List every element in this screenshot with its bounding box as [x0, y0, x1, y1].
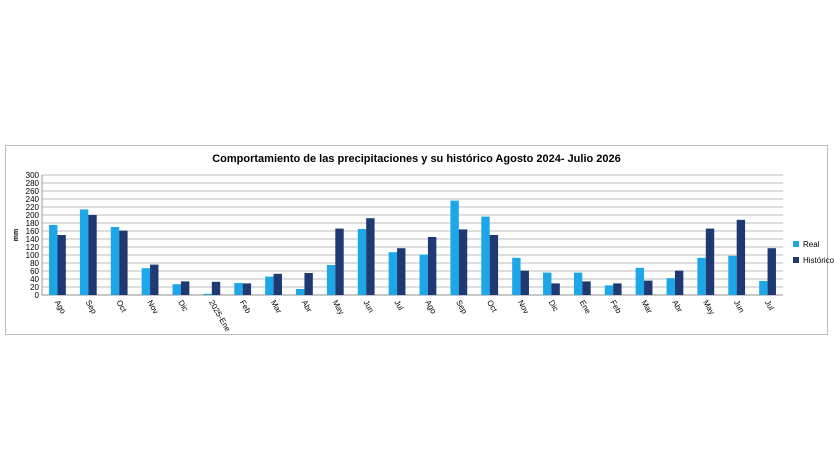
y-tick-label: 40	[30, 275, 39, 284]
bar-historico	[304, 273, 313, 295]
y-tick-label: 120	[26, 243, 40, 252]
chart-frame: Comportamiento de las precipitaciones y …	[5, 145, 834, 335]
y-tick-label: 140	[26, 235, 40, 244]
y-tick-label: 260	[26, 187, 40, 196]
bar-historico	[335, 228, 344, 295]
legend-item-historico: Histórico	[793, 252, 834, 268]
bar-historico	[242, 283, 252, 295]
legend-item-real: Real	[793, 236, 834, 252]
chart-plot: 0204060801001201401601802002202402602803…	[13, 171, 783, 334]
y-tick-label: 220	[26, 203, 40, 212]
bar-historico	[705, 228, 715, 295]
bar-historico	[520, 270, 529, 295]
y-tick-label: 20	[30, 283, 39, 292]
x-tick-label: Nov	[516, 299, 531, 316]
x-tick-label: Ene	[578, 299, 593, 316]
y-tick-label: 80	[30, 259, 39, 268]
bar-real	[388, 252, 398, 295]
x-tick-label: Abr	[670, 299, 684, 315]
bar-historico	[613, 283, 622, 295]
y-tick-label: 180	[26, 219, 40, 228]
y-tick-label: 280	[26, 179, 40, 188]
bar-real	[234, 283, 243, 295]
bar-real	[697, 257, 706, 295]
x-tick-label: Jun	[361, 299, 375, 315]
bar-historico	[397, 248, 406, 295]
bar-real	[481, 216, 490, 295]
y-tick-label: 0	[35, 291, 40, 300]
x-tick-label: Mar	[639, 299, 654, 316]
legend-label-real: Real	[803, 239, 820, 249]
bar-real	[110, 227, 120, 295]
legend-swatch-real	[793, 241, 799, 247]
chart-title: Comportamiento de las precipitaciones y …	[212, 153, 621, 165]
bar-historico	[88, 215, 97, 295]
y-tick-label: 200	[26, 211, 40, 220]
bar-real	[172, 284, 181, 295]
x-tick-label: Mar	[269, 299, 284, 316]
y-tick-label: 100	[26, 251, 40, 260]
bar-real	[203, 293, 212, 295]
x-tick-label: Abr	[300, 299, 314, 315]
x-tick-label: Feb	[238, 299, 253, 316]
bar-real	[728, 255, 737, 295]
bar-historico	[150, 264, 159, 295]
x-tick-label: Oct	[114, 299, 128, 315]
bar-historico	[427, 237, 437, 295]
x-tick-label: Jul	[392, 299, 405, 313]
x-tick-label: Ago	[53, 299, 68, 316]
bar-real	[357, 229, 367, 295]
bar-real	[49, 225, 58, 295]
bar-historico	[644, 280, 653, 295]
x-tick-label: 2025-Ene	[207, 299, 232, 334]
x-tick-label: May	[701, 299, 716, 317]
bar-historico	[119, 230, 128, 295]
bar-real	[635, 267, 645, 295]
bar-real	[450, 200, 459, 295]
x-tick-label: May	[331, 299, 346, 317]
bar-historico	[736, 219, 746, 295]
chart-legend: Real Histórico	[793, 236, 834, 268]
bar-real	[666, 278, 675, 295]
bar-real	[419, 254, 428, 295]
legend-label-historico: Histórico	[803, 255, 834, 265]
bar-historico	[551, 283, 560, 295]
bar-historico	[273, 273, 282, 295]
bar-real	[326, 265, 336, 295]
x-tick-label: Feb	[608, 299, 623, 316]
y-tick-label: 60	[30, 267, 39, 276]
bar-historico	[674, 270, 684, 295]
bar-real	[296, 289, 305, 295]
bar-historico	[767, 248, 776, 295]
y-tick-label: 160	[26, 227, 40, 236]
x-tick-label: Dic	[547, 299, 561, 314]
bar-real	[79, 209, 89, 295]
bar-real	[573, 272, 583, 295]
bar-real	[759, 281, 768, 295]
bar-historico	[211, 281, 221, 295]
bar-real	[265, 276, 274, 295]
legend-swatch-historico	[793, 257, 799, 263]
x-tick-label: Jun	[732, 299, 746, 315]
bar-historico	[489, 235, 499, 295]
bar-historico	[366, 218, 375, 295]
y-tick-label: 240	[26, 195, 40, 204]
bar-real	[141, 268, 151, 295]
bar-historico	[582, 281, 591, 295]
bar-historico	[57, 235, 66, 295]
x-tick-label: Ago	[423, 299, 438, 316]
bar-real	[604, 285, 614, 295]
y-axis-label: mm	[13, 229, 20, 241]
bar-historico	[458, 229, 468, 295]
bar-historico	[180, 281, 190, 295]
x-tick-label: Oct	[485, 299, 499, 315]
bar-real	[512, 257, 521, 295]
x-tick-label: Sep	[454, 299, 469, 316]
x-tick-label: Nov	[145, 299, 160, 316]
x-tick-label: Sep	[84, 299, 99, 316]
bar-real	[543, 272, 552, 295]
x-tick-label: Dic	[176, 299, 190, 314]
x-tick-label: Jul	[763, 299, 776, 313]
y-tick-label: 300	[26, 171, 40, 180]
